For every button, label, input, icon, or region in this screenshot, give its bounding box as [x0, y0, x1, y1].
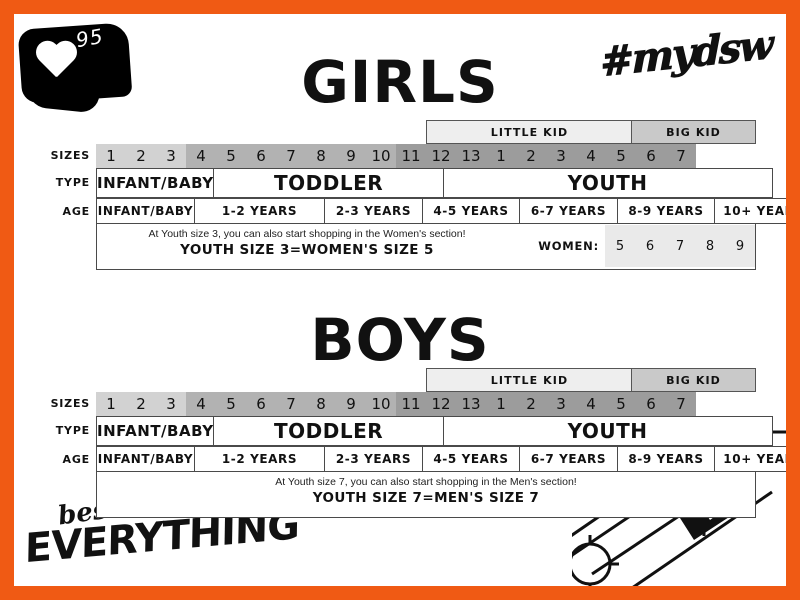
size-cell: 12: [426, 392, 456, 416]
footer-note-girls: At Youth size 3, you can also start shop…: [148, 228, 466, 240]
size-cell: 7: [666, 144, 696, 168]
size-cell: 12: [426, 144, 456, 168]
size-cell: 10: [366, 144, 396, 168]
women-size-cell: 9: [735, 238, 745, 254]
span-cell: 4-5 YEARS: [421, 198, 521, 224]
women-size-cell: 7: [675, 238, 685, 254]
size-chart-boys: LITTLE KID BIG KID SIZES 1 2 3 4 5 6 7 8 9 10 11 12…: [51, 368, 786, 518]
size-cell: 7: [276, 144, 306, 168]
span-cell: 8-9 YEARS: [616, 446, 716, 472]
size-cell: 13: [456, 392, 486, 416]
size-cell: 2: [516, 144, 546, 168]
span-cell: INFANT/BABY: [96, 168, 215, 198]
kid-band-row-boys: LITTLE KID BIG KID: [426, 368, 756, 392]
footer-boys: At Youth size 7, you can also start shop…: [96, 472, 756, 518]
size-cell: 11: [396, 144, 426, 168]
size-cell: 5: [216, 144, 246, 168]
size-cell: 2: [516, 392, 546, 416]
size-chart-girls: LITTLE KID BIG KID SIZES 1 2 3 4 5 6 7 8 9 10 11 12…: [51, 120, 786, 270]
span-cell: 6-7 YEARS: [519, 446, 618, 472]
row-label-age: AGE: [62, 453, 90, 466]
women-size-cell: 6: [645, 238, 655, 254]
span-cell: 2-3 YEARS: [324, 446, 423, 472]
footer-note-boys: At Youth size 7, you can also start shop…: [275, 476, 577, 488]
span-cell: TODDLER: [213, 416, 445, 446]
size-cell: 6: [636, 392, 666, 416]
span-cell: YOUTH: [442, 416, 773, 446]
big-kid-band: BIG KID: [631, 120, 756, 144]
span-cell: INFANT/BABY: [96, 446, 195, 472]
type-row-boys: INFANT/BABY TODDLER YOUTH: [96, 416, 773, 446]
size-cell: 1: [486, 144, 516, 168]
size-cell: 11: [396, 392, 426, 416]
size-cell: 1: [96, 144, 126, 168]
size-cell: 8: [306, 392, 336, 416]
span-cell: 1-2 YEARS: [193, 446, 326, 472]
size-cell: 6: [246, 392, 276, 416]
size-cell: 4: [186, 392, 216, 416]
women-size-cell: 8: [705, 238, 715, 254]
size-cell: 7: [666, 392, 696, 416]
span-cell: 8-9 YEARS: [616, 198, 716, 224]
size-cell: 7: [276, 392, 306, 416]
row-label-sizes: SIZES: [50, 149, 90, 162]
size-cell: 1: [486, 392, 516, 416]
age-row-girls: INFANT/BABY 1-2 YEARS 2-3 YEARS 4-5 YEARS 6-…: [96, 198, 786, 224]
row-label-age: AGE: [62, 205, 90, 218]
row-label-type: TYPE: [55, 424, 90, 437]
row-label-sizes: SIZES: [50, 397, 90, 410]
little-kid-band: LITTLE KID: [426, 120, 633, 144]
size-cell: 2: [126, 144, 156, 168]
size-cell: 10: [366, 392, 396, 416]
span-cell: 1-2 YEARS: [193, 198, 326, 224]
women-label: WOMEN:: [538, 239, 599, 253]
size-cell: 5: [606, 144, 636, 168]
size-cell: 5: [216, 392, 246, 416]
footer-equation-boys: YOUTH SIZE 7=MEN'S SIZE 7: [312, 490, 540, 506]
size-cell: 6: [246, 144, 276, 168]
size-cell: 6: [636, 144, 666, 168]
sizes-row-boys: 1 2 3 4 5 6 7 8 9 10 11 12 13 1 2 3 4 5 6 7: [96, 392, 756, 416]
size-cell: 3: [156, 392, 186, 416]
size-cell: 1: [96, 392, 126, 416]
poster-canvas: 95 #mydsw best of EVERYTHING GIRLS: [14, 14, 786, 586]
little-kid-band: LITTLE KID: [426, 368, 633, 392]
row-label-type: TYPE: [55, 176, 90, 189]
size-cell: 4: [186, 144, 216, 168]
page-title-boys: BOYS: [310, 306, 490, 374]
span-cell: TODDLER: [213, 168, 445, 198]
size-cell: 2: [126, 392, 156, 416]
women-conversion-girls: WOMEN: 5 6 7 8 9: [538, 225, 755, 267]
type-row-girls: INFANT/BABY TODDLER YOUTH: [96, 168, 773, 198]
footer-equation-girls: YOUTH SIZE 3=WOMEN'S SIZE 5: [180, 242, 434, 258]
span-cell: 6-7 YEARS: [519, 198, 618, 224]
size-cell: 9: [336, 144, 366, 168]
span-cell: 2-3 YEARS: [324, 198, 423, 224]
women-sizes-row: 5 6 7 8 9: [605, 225, 755, 267]
size-cell: 4: [576, 144, 606, 168]
size-cell: 3: [156, 144, 186, 168]
footer-girls: At Youth size 3, you can also start shop…: [96, 224, 756, 270]
span-cell: INFANT/BABY: [96, 416, 215, 446]
size-cell: 13: [456, 144, 486, 168]
women-size-cell: 5: [615, 238, 625, 254]
size-cell: 3: [546, 144, 576, 168]
sizes-row-girls: 1 2 3 4 5 6 7 8 9 10 11 12 13 1 2 3 4 5 6 7: [96, 144, 756, 168]
page-title-girls: GIRLS: [301, 48, 499, 116]
size-cell: 8: [306, 144, 336, 168]
size-cell: 3: [546, 392, 576, 416]
kid-band-row-girls: LITTLE KID BIG KID: [426, 120, 756, 144]
span-cell: 10+ YEARS: [714, 198, 786, 224]
big-kid-band: BIG KID: [631, 368, 756, 392]
size-cell: 4: [576, 392, 606, 416]
span-cell: YOUTH: [442, 168, 773, 198]
span-cell: 4-5 YEARS: [421, 446, 521, 472]
span-cell: 10+ YEARS: [714, 446, 786, 472]
span-cell: INFANT/BABY: [96, 198, 195, 224]
age-row-boys: INFANT/BABY 1-2 YEARS 2-3 YEARS 4-5 YEARS 6-…: [96, 446, 786, 472]
size-cell: 5: [606, 392, 636, 416]
size-cell: 9: [336, 392, 366, 416]
